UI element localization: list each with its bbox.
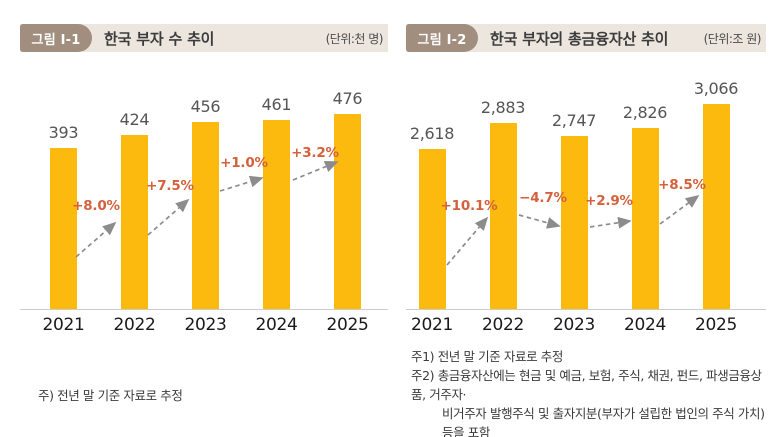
x-axis-line <box>20 309 388 310</box>
change-percent-label: +8.0% <box>72 198 120 214</box>
figure-2-x-axis: 2021 2022 2023 2024 2025 <box>406 315 766 337</box>
figure-2-panel: 그림 I-2 한국 부자의 총금융자산 추이 (단위:조 원) 2,618 2,8… <box>406 0 766 437</box>
bar-value-label: 476 <box>332 88 363 108</box>
trend-arrow <box>446 216 489 266</box>
bar-2025 <box>702 104 730 309</box>
bar-2022 <box>121 135 148 309</box>
x-tick-label: 2022 <box>481 315 525 335</box>
trend-arrow <box>292 160 339 181</box>
change-percent-label: +3.2% <box>291 145 339 161</box>
bar-2023 <box>192 122 219 309</box>
bar-2025 <box>334 113 361 309</box>
figure-1-chart: 393 424 456 461 476 +8.0% +7.5% +1.0% +3.2% <box>20 60 388 310</box>
bar-2021 <box>418 149 446 309</box>
figure-1-unit-label: (단위:천 명) <box>325 31 384 46</box>
figure-1-header: 그림 I-1 한국 부자 수 추이 (단위:천 명) <box>20 24 388 52</box>
change-percent-label: +2.9% <box>585 193 633 209</box>
bar-2024 <box>631 128 659 309</box>
figure-1-title: 한국 부자 수 추이 <box>104 29 215 48</box>
footnote: 주1) 전년 말 기준 자료로 추정 <box>411 349 563 364</box>
x-axis-line <box>406 309 766 310</box>
x-tick-label: 2022 <box>113 315 156 335</box>
x-tick-label: 2021 <box>410 315 454 335</box>
trend-arrow <box>147 198 190 236</box>
figure-1-badge: 그림 I-1 <box>20 24 92 52</box>
trend-arrow <box>219 175 264 192</box>
bar-value-label: 2,826 <box>622 103 668 123</box>
bar-value-label: 456 <box>190 97 221 117</box>
change-percent-label: −4.7% <box>519 190 567 206</box>
x-tick-label: 2024 <box>623 315 667 335</box>
x-tick-label: 2023 <box>552 315 596 335</box>
change-percent-label: +10.1% <box>440 198 498 214</box>
figure-2-unit-label: (단위:조 원) <box>703 31 762 46</box>
figure-1-x-axis: 2021 2022 2023 2024 2025 <box>20 315 388 337</box>
figure-2-title: 한국 부자의 총금융자산 추이 <box>490 29 669 48</box>
bar-2022 <box>489 122 517 309</box>
bar-2021 <box>50 147 77 309</box>
figure-1-panel: 그림 I-1 한국 부자 수 추이 (단위:천 명) 393 424 456 461 4… <box>20 0 388 437</box>
bar-value-label: 2,618 <box>409 124 455 144</box>
bar-value-label: 424 <box>119 110 150 130</box>
trend-arrow <box>75 221 117 258</box>
bar-value-label: 2,883 <box>480 97 526 117</box>
bar-value-label: 2,747 <box>551 111 597 131</box>
x-tick-label: 2025 <box>694 315 738 335</box>
bar-2024 <box>263 120 290 309</box>
x-tick-label: 2024 <box>255 315 298 335</box>
change-percent-label: +8.5% <box>658 177 706 193</box>
trend-arrow <box>518 214 561 229</box>
figure-1-footnotes: 주) 전년 말 기준 자료로 추정 <box>38 386 388 405</box>
bar-value-label: 393 <box>48 122 79 142</box>
figure-2-chart: 2,618 2,883 2,747 2,826 3,066 +10.1% −4.7% +2.9… <box>406 60 766 310</box>
trend-arrows-layer <box>75 160 339 258</box>
x-tick-label: 2025 <box>326 315 369 335</box>
footnote: 비거주자 발행주식 및 출자지분(부자가 설립한 법인의 주식 가치) 등을 포… <box>442 406 765 437</box>
footnote: 주2) 총금융자산에는 현금 및 예금, 보험, 주식, 채권, 펀드, 파생금… <box>411 368 762 402</box>
trend-arrows-layer <box>446 194 700 266</box>
footnote: 주) 전년 말 기준 자료로 추정 <box>38 388 183 403</box>
bar-value-label: 461 <box>261 94 292 114</box>
figure-2-badge: 그림 I-2 <box>406 24 478 52</box>
bar-2023 <box>560 136 588 309</box>
x-tick-label: 2021 <box>42 315 85 335</box>
change-percent-label: +1.0% <box>220 155 268 171</box>
figure-2-header: 그림 I-2 한국 부자의 총금융자산 추이 (단위:조 원) <box>406 24 766 52</box>
change-percent-label: +7.5% <box>146 178 194 194</box>
bar-value-label: 3,066 <box>693 79 739 99</box>
trend-arrow <box>659 194 700 225</box>
trend-arrow <box>589 216 632 229</box>
x-tick-label: 2023 <box>184 315 227 335</box>
